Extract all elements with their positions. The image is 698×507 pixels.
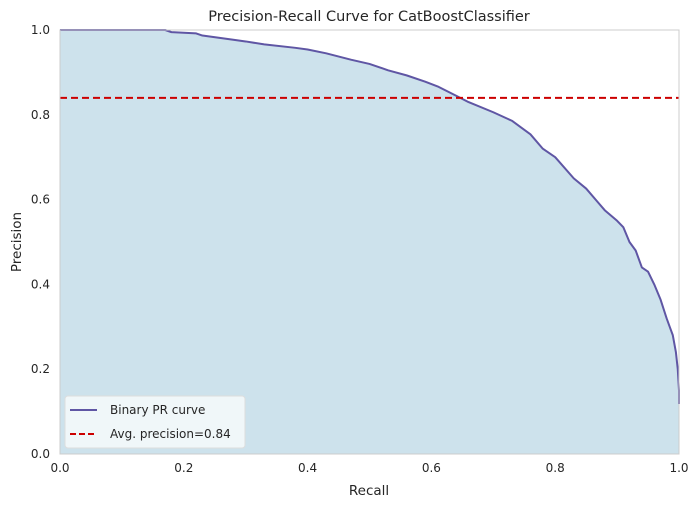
plot-frame [59, 29, 680, 455]
y-tick-label: 0.0 [31, 447, 50, 461]
x-tick-label: 0.4 [298, 461, 317, 475]
y-tick-label: 0.8 [31, 108, 50, 122]
pr-curve-area [60, 30, 679, 454]
chart-title: Precision-Recall Curve for CatBoostClass… [208, 9, 530, 25]
y-tick-label: 0.2 [31, 362, 50, 376]
y-tick-label: 1.0 [31, 23, 50, 37]
x-tick-label: 0.0 [50, 461, 69, 475]
x-tick-label: 0.6 [422, 461, 441, 475]
legend-label-avg-precision: Avg. precision=0.84 [110, 427, 231, 441]
y-tick-label: 0.4 [31, 277, 50, 291]
y-axis-ticks: 0.0 0.2 0.4 0.6 0.8 1.0 [31, 23, 50, 461]
legend: Binary PR curve Avg. precision=0.84 [64, 395, 246, 449]
legend-box [64, 395, 246, 449]
pr-curve-line [60, 29, 680, 404]
x-tick-label: 0.2 [174, 461, 193, 475]
y-tick-label: 0.6 [31, 193, 50, 207]
x-axis-ticks: 0.0 0.2 0.4 0.6 0.8 1.0 [50, 461, 688, 475]
y-axis-label: Precision [9, 212, 25, 272]
legend-label-binary-pr-curve: Binary PR curve [110, 403, 205, 417]
x-tick-label: 0.8 [546, 461, 565, 475]
x-axis-label: Recall [349, 483, 389, 499]
plot-area [60, 29, 680, 454]
x-tick-label: 1.0 [669, 461, 688, 475]
